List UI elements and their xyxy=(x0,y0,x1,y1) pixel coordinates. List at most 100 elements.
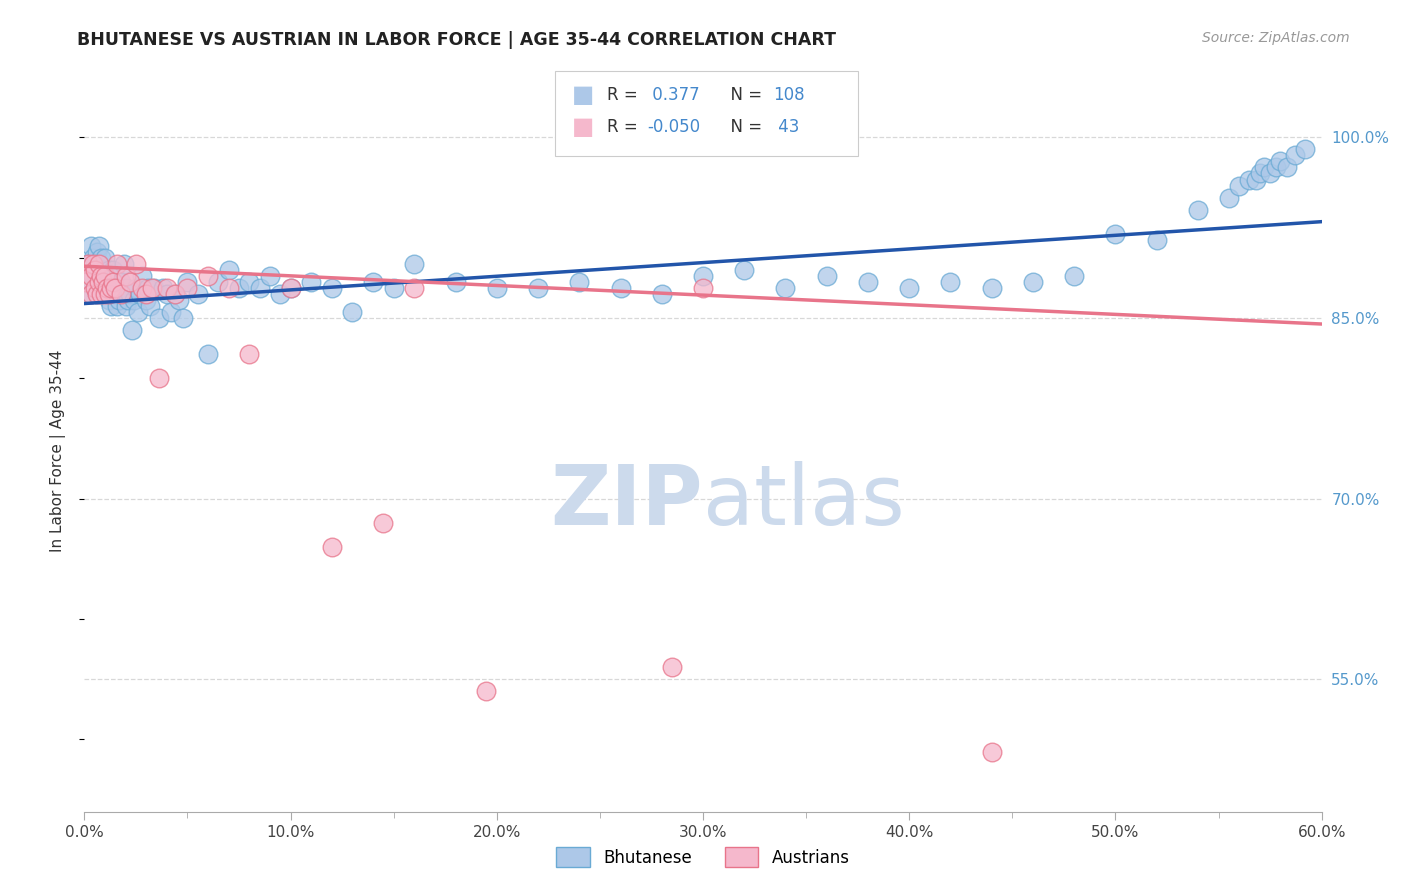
Point xyxy=(980,745,1002,759)
Point xyxy=(1227,178,1250,193)
Point xyxy=(148,311,170,326)
Point xyxy=(96,275,118,289)
Legend: Bhutanese, Austrians: Bhutanese, Austrians xyxy=(548,838,858,876)
Point xyxy=(83,257,105,271)
Point xyxy=(98,263,121,277)
Point xyxy=(125,257,148,271)
Point xyxy=(404,257,426,271)
Point xyxy=(94,268,117,283)
Point xyxy=(110,275,132,289)
Point xyxy=(82,251,104,265)
Point xyxy=(373,516,395,530)
Point xyxy=(127,305,149,319)
Point xyxy=(86,244,108,259)
Point xyxy=(775,281,797,295)
Point xyxy=(103,275,125,289)
Point xyxy=(152,281,174,295)
Point xyxy=(172,311,194,326)
Point xyxy=(104,287,127,301)
Point xyxy=(651,287,673,301)
Point xyxy=(692,281,714,295)
Text: ■: ■ xyxy=(572,83,595,106)
Point xyxy=(136,281,159,295)
Point xyxy=(79,238,101,253)
Point xyxy=(609,281,631,295)
Point xyxy=(75,275,97,289)
Point xyxy=(238,275,260,289)
Point xyxy=(104,268,127,283)
Point xyxy=(1146,233,1168,247)
Point xyxy=(321,281,343,295)
Point xyxy=(156,287,179,301)
Point xyxy=(114,281,136,295)
Point xyxy=(980,281,1002,295)
Point xyxy=(404,281,426,295)
Point xyxy=(218,281,240,295)
Point xyxy=(661,660,683,674)
Point xyxy=(176,281,198,295)
Point xyxy=(280,281,302,295)
Point xyxy=(141,281,163,295)
Point xyxy=(108,293,131,307)
Point xyxy=(135,287,157,301)
Point xyxy=(82,257,104,271)
Point xyxy=(238,347,260,361)
Point xyxy=(94,251,117,265)
Point xyxy=(94,268,117,283)
Point xyxy=(139,299,162,313)
Point xyxy=(87,275,110,289)
Point xyxy=(98,281,121,295)
Point xyxy=(114,299,136,313)
Point xyxy=(94,287,117,301)
Point xyxy=(104,281,127,295)
Point xyxy=(79,287,101,301)
Point xyxy=(280,281,302,295)
Point xyxy=(148,371,170,385)
Point xyxy=(90,268,112,283)
Point xyxy=(100,299,122,313)
Text: atlas: atlas xyxy=(703,460,904,541)
Point xyxy=(361,275,384,289)
Point xyxy=(105,257,128,271)
Point xyxy=(118,287,141,301)
Point xyxy=(83,281,105,295)
Point xyxy=(1022,275,1045,289)
Point xyxy=(1249,166,1271,180)
Point xyxy=(110,287,132,301)
Point xyxy=(112,257,135,271)
Point xyxy=(77,257,100,271)
Point xyxy=(444,275,467,289)
Point xyxy=(77,257,100,271)
Text: R =: R = xyxy=(607,86,644,103)
Point xyxy=(122,293,145,307)
Point xyxy=(382,281,405,295)
Point xyxy=(100,275,122,289)
Point xyxy=(1104,227,1126,241)
Point xyxy=(96,287,118,301)
Text: ZIP: ZIP xyxy=(551,460,703,541)
Point xyxy=(1244,172,1267,186)
Point xyxy=(91,287,114,301)
Point xyxy=(228,281,250,295)
Text: ■: ■ xyxy=(572,115,595,138)
Point xyxy=(568,275,591,289)
Point xyxy=(187,287,209,301)
Point xyxy=(165,287,187,301)
Point xyxy=(1187,202,1209,217)
Y-axis label: In Labor Force | Age 35-44: In Labor Force | Age 35-44 xyxy=(49,350,66,551)
Point xyxy=(342,305,364,319)
Point xyxy=(96,281,118,295)
Point xyxy=(90,281,112,295)
Text: -0.050: -0.050 xyxy=(647,118,700,136)
Point xyxy=(118,275,141,289)
Point xyxy=(117,293,139,307)
Point xyxy=(692,268,714,283)
Point xyxy=(733,263,755,277)
Point xyxy=(135,293,157,307)
Point xyxy=(114,268,136,283)
Point xyxy=(103,263,125,277)
Point xyxy=(1294,142,1316,157)
Point xyxy=(165,287,187,301)
Point xyxy=(1258,166,1281,180)
Point xyxy=(98,287,121,301)
